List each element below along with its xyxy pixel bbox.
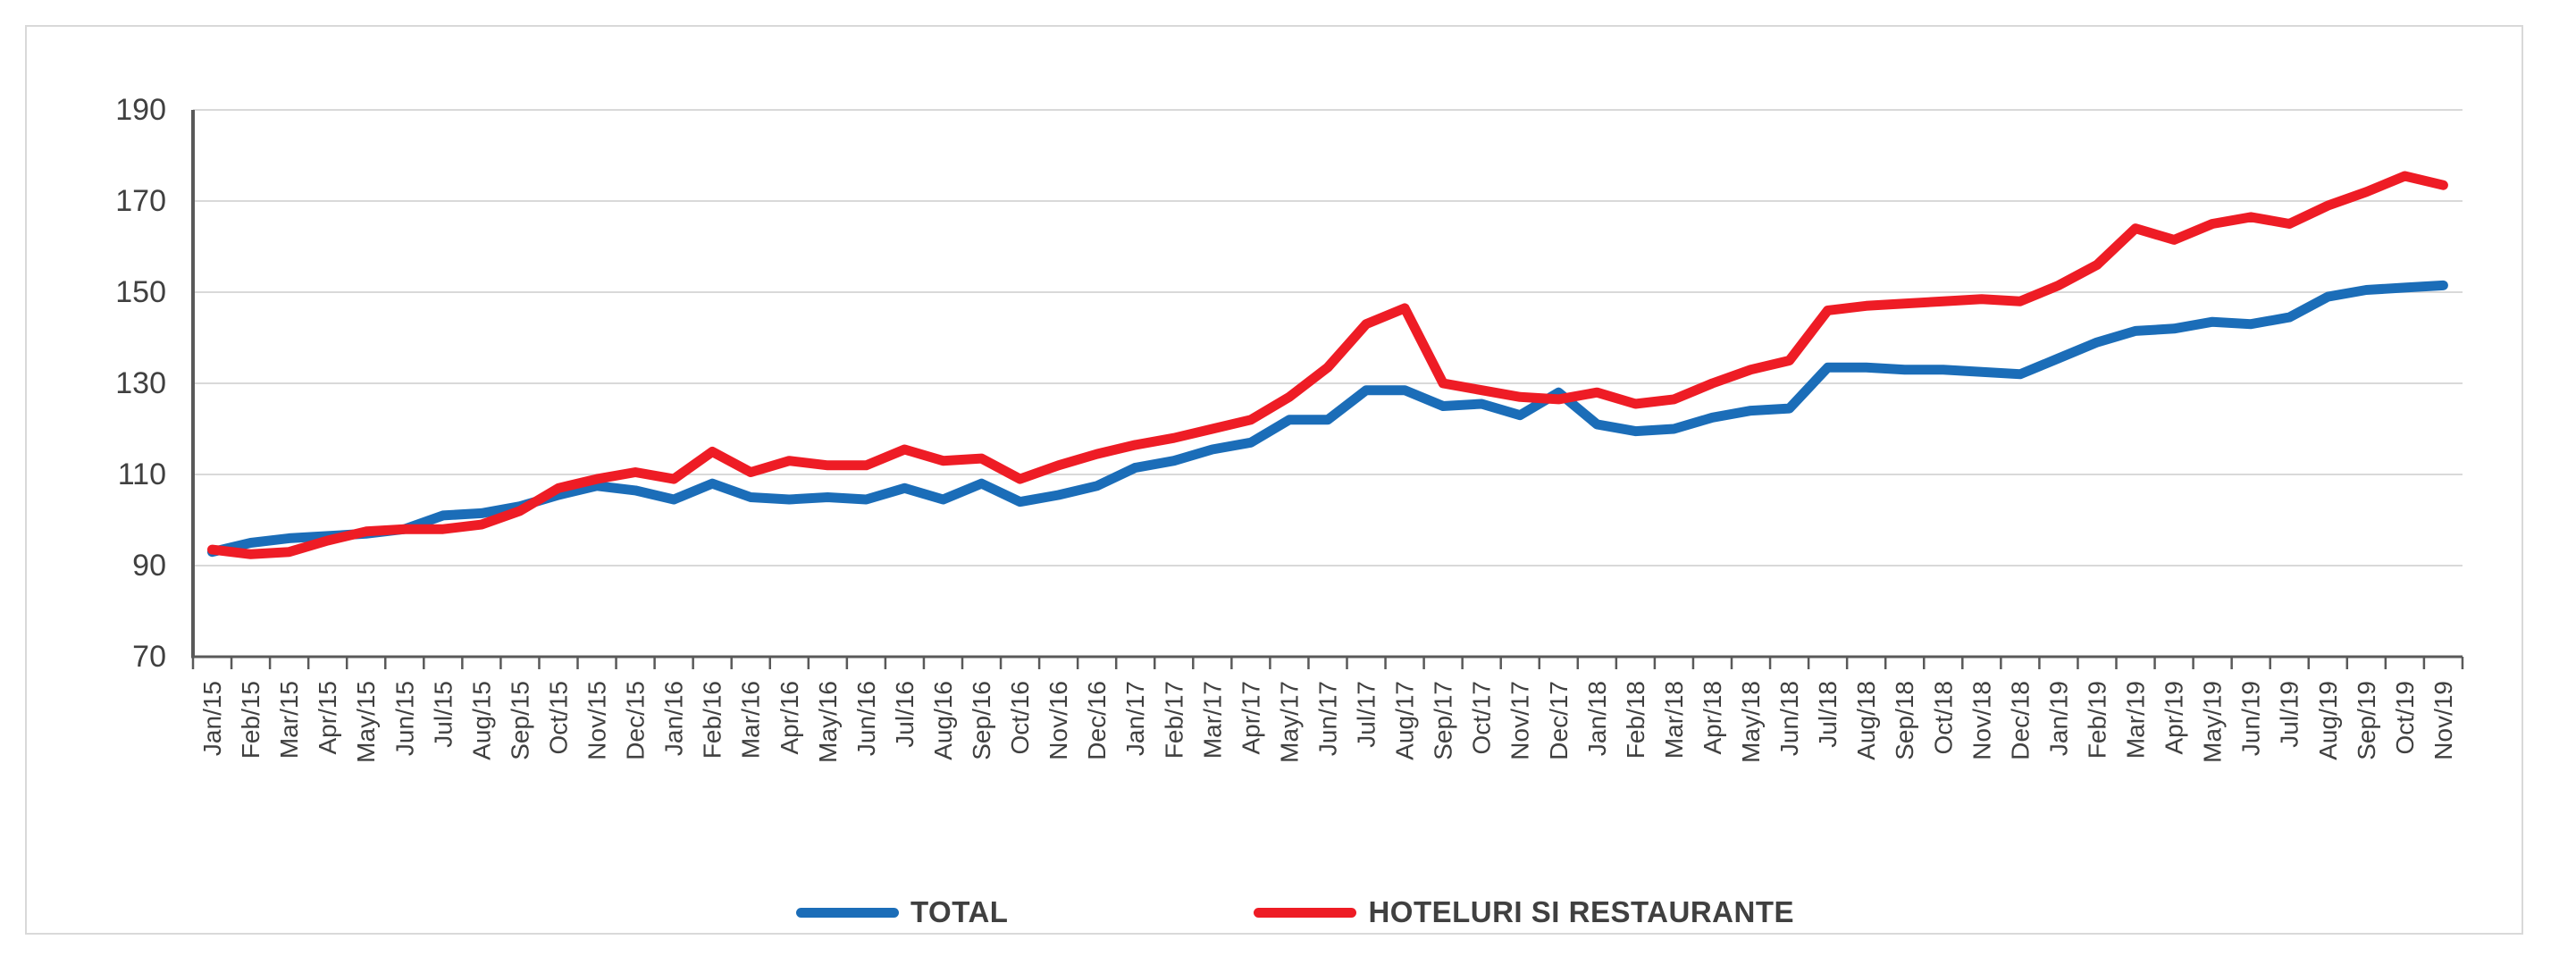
x-axis-label: Jul/18	[1814, 681, 1842, 748]
x-axis-label: Apr/16	[776, 681, 803, 755]
axes-group	[191, 110, 2463, 659]
x-axis-label: Mar/16	[737, 681, 765, 759]
x-axis-label: Nov/16	[1045, 681, 1072, 760]
x-axis-label: Jan/17	[1121, 681, 1149, 756]
x-axis-label: Jun/15	[390, 681, 418, 756]
x-axis-label: Jan/18	[1583, 681, 1611, 756]
x-axis-label: Aug/19	[2314, 681, 2342, 760]
x-axis-label: Jul/19	[2276, 681, 2303, 748]
x-axis-label: Jun/16	[852, 681, 880, 756]
x-axis-label: Dec/17	[1545, 681, 1573, 760]
series-group	[207, 171, 2448, 559]
gridline-group	[193, 109, 2463, 566]
y-axis-label: 70	[132, 640, 166, 674]
x-axis-label: Jan/16	[660, 681, 688, 756]
x-axis-label: Jul/17	[1353, 681, 1380, 748]
x-axis-label: Feb/19	[2083, 681, 2110, 759]
x-axis-label: Dec/15	[622, 681, 650, 760]
x-axis-label: Mar/19	[2122, 681, 2150, 759]
x-axis-label: May/18	[1737, 681, 1765, 763]
x-axis-label: Nov/18	[1968, 681, 1995, 760]
x-axis-label: Apr/18	[1699, 681, 1726, 755]
x-axis-label: Sep/17	[1430, 681, 1457, 760]
series-line-total	[207, 280, 2448, 558]
legend-item-label: HOTELURI SI RESTAURANTE	[1368, 895, 1794, 928]
y-axis-label: 190	[115, 93, 166, 127]
x-axis-label: Nov/19	[2429, 681, 2457, 760]
x-axis-label: Jun/18	[1775, 681, 1803, 756]
x-axis-label: May/15	[352, 681, 380, 763]
x-axis-label: Dec/18	[2006, 681, 2034, 760]
x-axis-label: Feb/16	[699, 681, 726, 759]
series-line-hoteluri-si-restaurante	[207, 171, 2448, 559]
x-axis-label: May/16	[814, 681, 842, 763]
x-axis-label: Oct/15	[544, 681, 572, 754]
x-axis-label: Mar/17	[1198, 681, 1226, 759]
x-axis-label: Aug/16	[929, 681, 957, 760]
y-axis-labels: 70 90 110 130 150 170 190	[115, 93, 166, 674]
legend-item-label: TOTAL	[910, 895, 1009, 928]
y-axis-label: 130	[115, 366, 166, 400]
x-axis-label: Dec/16	[1083, 681, 1111, 760]
x-axis-label: Apr/17	[1237, 681, 1264, 755]
x-axis-label: Jul/15	[429, 681, 457, 748]
x-axis-label: Mar/18	[1660, 681, 1688, 759]
chart-border-frame	[25, 25, 2523, 935]
x-axis-label: Oct/16	[1006, 681, 1034, 754]
x-axis-label: Jan/19	[2044, 681, 2072, 756]
y-axis-label: 170	[115, 184, 166, 218]
hoteluri-line-swatch-icon	[1254, 907, 1357, 918]
x-axis-label: Sep/16	[968, 681, 995, 760]
x-axis-label: Feb/18	[1622, 681, 1649, 759]
x-axis-label: Mar/15	[275, 681, 303, 759]
y-axis-label: 110	[118, 457, 166, 491]
x-axis-label: Jun/17	[1313, 681, 1341, 756]
chart-legend: TOTAL HOTELURI SI RESTAURANTE	[796, 893, 1794, 932]
x-axis-label: Oct/18	[1929, 681, 1957, 754]
x-axis-label: Feb/15	[237, 681, 264, 759]
x-axis-label: Sep/19	[2353, 681, 2380, 760]
x-axis-label: Oct/19	[2391, 681, 2419, 754]
x-axis-label: Aug/17	[1391, 681, 1419, 760]
legend-item-total[interactable]: TOTAL	[796, 895, 1008, 929]
x-axis-label: Jul/16	[891, 681, 919, 748]
x-axis-label: Aug/15	[467, 681, 495, 760]
x-axis-label: May/19	[2199, 681, 2227, 763]
x-axis-label: Nov/17	[1506, 681, 1534, 760]
x-axis-label: Feb/17	[1160, 681, 1187, 759]
x-axis-label: Apr/15	[314, 681, 341, 755]
legend-item-hoteluri-si-restaurante[interactable]: HOTELURI SI RESTAURANTE	[1254, 895, 1794, 929]
total-line-swatch-icon	[796, 907, 899, 918]
x-axis-labels: Jan/15 Feb/15 Mar/15 Apr/15 May/15 Jun/15 Jul/…	[198, 681, 2457, 763]
x-axis-label: Sep/15	[506, 681, 533, 760]
x-axis-label: Jun/19	[2237, 681, 2265, 756]
x-axis-label: Jan/15	[198, 681, 226, 756]
x-tick-group	[191, 657, 2464, 669]
y-axis-label: 150	[115, 275, 166, 309]
x-axis-label: Sep/18	[1891, 681, 1918, 760]
x-axis-label: Aug/18	[1852, 681, 1880, 760]
x-axis-label: Oct/17	[1468, 681, 1496, 754]
x-axis-label: Apr/19	[2161, 681, 2188, 755]
x-axis-label: May/17	[1275, 681, 1303, 763]
y-axis-label: 90	[132, 549, 166, 583]
x-axis-label: Nov/15	[583, 681, 611, 760]
